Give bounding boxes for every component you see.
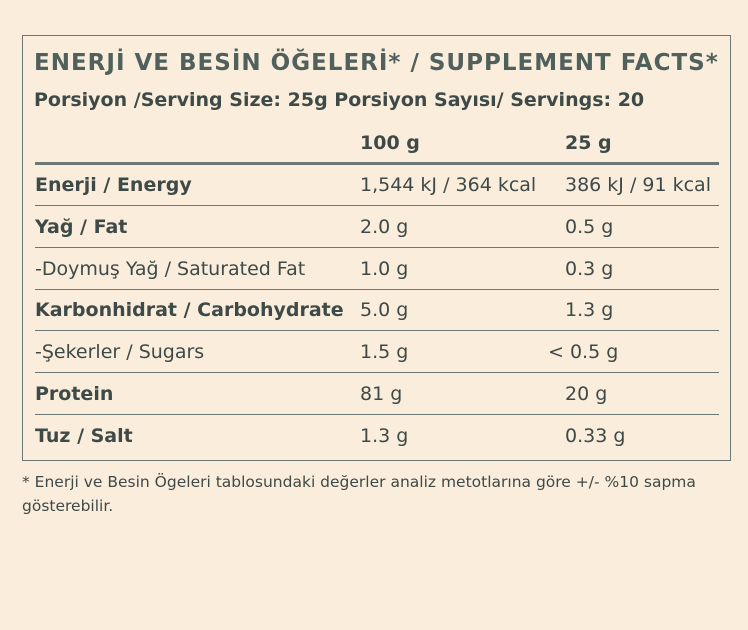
row-label: Enerji / Energy bbox=[35, 174, 192, 196]
row-label: -Şekerler / Sugars bbox=[35, 341, 205, 364]
header-cell: 25 g bbox=[565, 132, 612, 154]
divider bbox=[35, 288, 719, 290]
row-value: 1,544 kJ / 364 kcal bbox=[360, 174, 537, 196]
subtitle: Porsiyon /Serving Size: 25g Porsiyon Say… bbox=[34, 89, 645, 111]
row-value: 5.0 g bbox=[360, 299, 409, 322]
row-label: Karbonhidrat / Carbohydrate bbox=[35, 299, 344, 322]
divider bbox=[35, 372, 719, 374]
divider bbox=[35, 246, 719, 248]
divider bbox=[35, 330, 719, 332]
row-value: 386 kJ / 91 kcal bbox=[565, 174, 711, 196]
row-label: Yağ / Fat bbox=[35, 215, 128, 238]
row-value: 1.3 g bbox=[360, 424, 409, 447]
row-label: Tuz / Salt bbox=[35, 424, 133, 447]
row-value: 20 g bbox=[565, 383, 608, 405]
divider bbox=[35, 414, 719, 415]
row-value: 1.3 g bbox=[565, 299, 614, 322]
row-value: < 0.5 g bbox=[548, 341, 619, 364]
table-border bbox=[22, 35, 731, 461]
row-value: 0.33 g bbox=[565, 424, 626, 447]
row-value: 1.0 g bbox=[360, 257, 409, 280]
title: ENERJİ VE BESİN ÖĞELERİ* / SUPPLEMENT FA… bbox=[34, 50, 719, 76]
footnote: * Enerji ve Besin Ögeleri tablosundaki d… bbox=[22, 473, 696, 515]
row-label: Protein bbox=[35, 383, 114, 405]
row-value: 0.5 g bbox=[565, 215, 614, 238]
header-cell: 100 g bbox=[360, 132, 420, 154]
row-label: -Doymuş Yağ / Saturated Fat bbox=[35, 257, 306, 280]
row-value: 2.0 g bbox=[360, 215, 409, 238]
divider bbox=[35, 162, 719, 165]
row-value: 81 g bbox=[360, 383, 403, 405]
row-value: 0.3 g bbox=[565, 257, 614, 280]
row-value: 1.5 g bbox=[360, 341, 409, 364]
divider bbox=[35, 205, 719, 206]
